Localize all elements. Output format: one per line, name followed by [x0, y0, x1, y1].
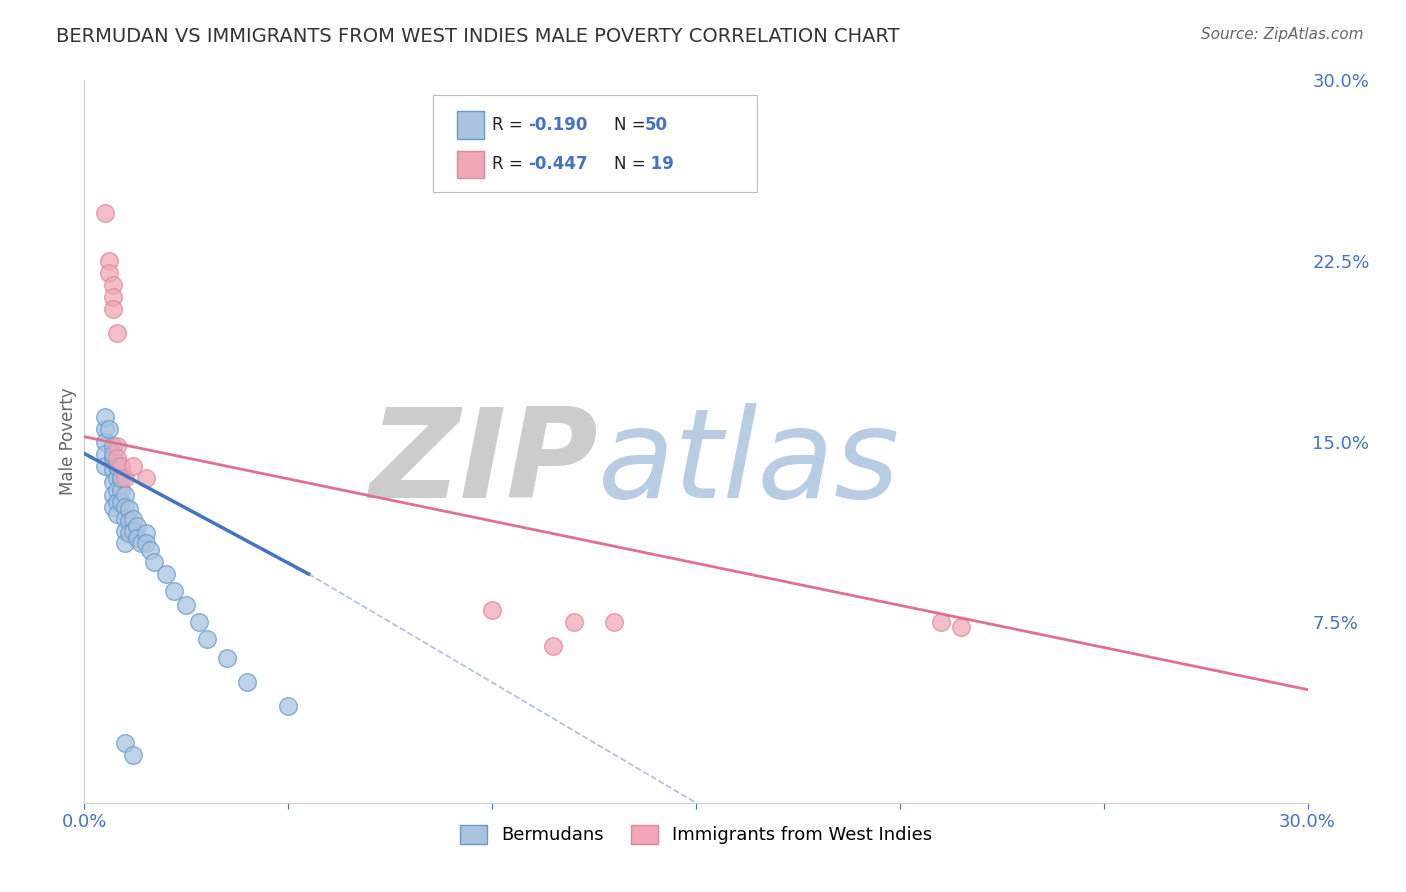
Text: BERMUDAN VS IMMIGRANTS FROM WEST INDIES MALE POVERTY CORRELATION CHART: BERMUDAN VS IMMIGRANTS FROM WEST INDIES … [56, 27, 900, 45]
Point [122, 747, 145, 762]
Text: -0.447: -0.447 [529, 155, 588, 173]
Point [135, 470, 157, 484]
Point [105, 483, 128, 497]
Point [101, 290, 124, 304]
Point [142, 555, 165, 569]
Point [110, 458, 132, 473]
Point [174, 599, 197, 613]
Point [101, 500, 124, 514]
Point [135, 535, 157, 549]
Point [187, 615, 209, 630]
Point [236, 675, 259, 690]
Text: N =: N = [614, 116, 651, 134]
Point [127, 518, 149, 533]
Point [101, 439, 124, 453]
Point [110, 470, 132, 484]
Point [101, 277, 124, 292]
Point [97, 266, 120, 280]
Bar [457, 151, 484, 178]
Point [122, 524, 145, 538]
Point [603, 615, 626, 630]
Point [105, 439, 128, 453]
Point [101, 475, 124, 490]
Point [155, 567, 177, 582]
Point [105, 494, 128, 508]
Point [93, 434, 115, 449]
Text: ZIP: ZIP [370, 402, 598, 524]
Point [105, 470, 128, 484]
Point [101, 301, 124, 317]
Y-axis label: Male Poverty: Male Poverty [59, 388, 77, 495]
Text: 50: 50 [644, 116, 668, 134]
Point [93, 410, 115, 425]
Point [97, 422, 120, 436]
Point [101, 451, 124, 466]
Point [481, 603, 503, 617]
Point [105, 507, 128, 521]
Point [93, 205, 115, 219]
Point [950, 620, 973, 634]
Text: 19: 19 [644, 155, 673, 173]
Point [135, 526, 157, 541]
Point [114, 511, 136, 525]
Point [101, 463, 124, 477]
Point [118, 502, 141, 516]
Point [543, 639, 565, 653]
Point [131, 535, 153, 549]
Point [562, 615, 585, 630]
Point [105, 451, 128, 466]
Point [118, 526, 141, 541]
Legend: Bermudans, Immigrants from West Indies: Bermudans, Immigrants from West Indies [453, 818, 939, 852]
Point [138, 542, 160, 557]
Point [93, 458, 115, 473]
Point [195, 632, 218, 646]
Point [163, 583, 186, 598]
Text: R =: R = [492, 155, 527, 173]
Point [122, 511, 145, 525]
Text: Source: ZipAtlas.com: Source: ZipAtlas.com [1201, 27, 1364, 42]
Point [105, 326, 128, 340]
Point [110, 494, 132, 508]
Text: R =: R = [492, 116, 527, 134]
Point [127, 531, 149, 545]
Point [118, 514, 141, 528]
FancyBboxPatch shape [433, 95, 758, 193]
Point [217, 651, 239, 665]
Text: -0.190: -0.190 [529, 116, 588, 134]
Point [114, 524, 136, 538]
Point [929, 615, 952, 630]
Point [101, 487, 124, 501]
Point [97, 253, 120, 268]
Point [110, 483, 132, 497]
Text: N =: N = [614, 155, 651, 173]
Point [101, 446, 124, 460]
Point [114, 500, 136, 514]
Point [93, 446, 115, 460]
Point [114, 535, 136, 549]
Text: atlas: atlas [598, 402, 900, 524]
Point [122, 458, 145, 473]
Point [114, 735, 136, 749]
Point [105, 458, 128, 473]
Point [114, 487, 136, 501]
Point [277, 699, 299, 714]
Point [93, 422, 115, 436]
Point [114, 470, 136, 484]
Point [105, 458, 128, 473]
Bar [457, 112, 484, 139]
Point [110, 470, 132, 484]
